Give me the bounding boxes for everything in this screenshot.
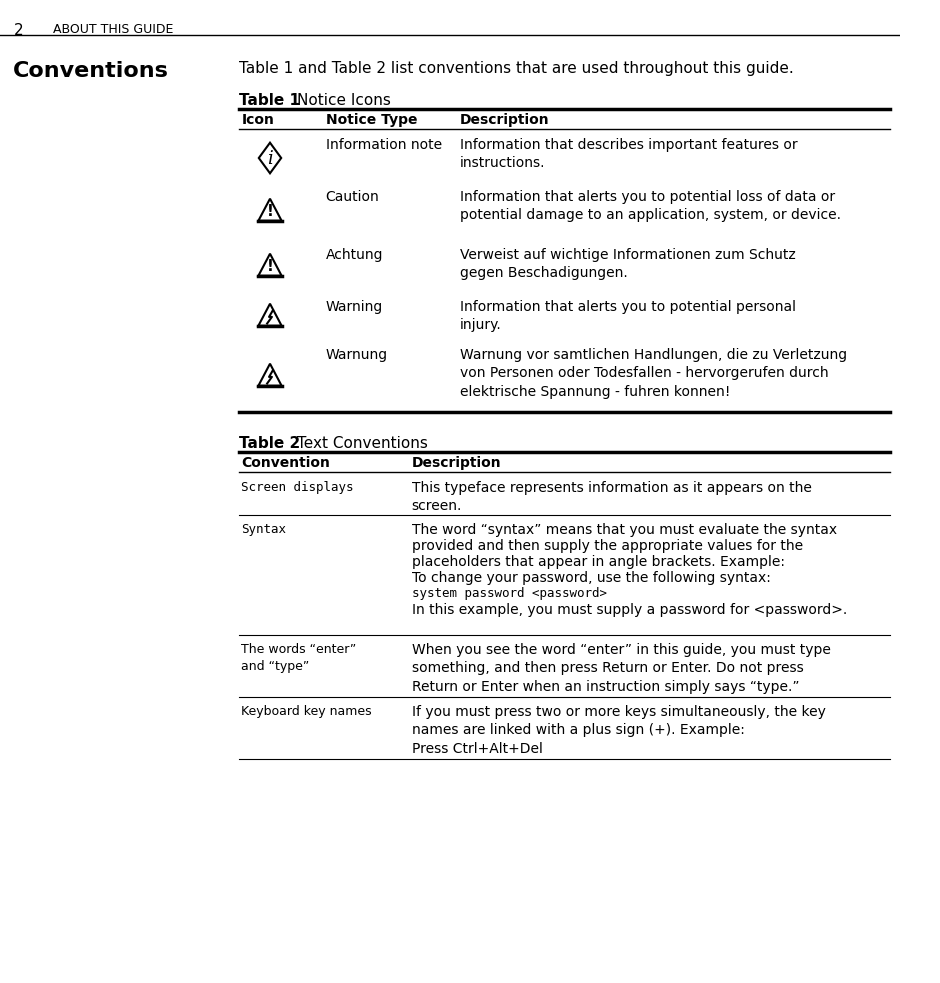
Text: Information that alerts you to potential personal
injury.: Information that alerts you to potential… (460, 300, 795, 332)
Text: Warning: Warning (325, 300, 383, 314)
Text: Information that alerts you to potential loss of data or
potential damage to an : Information that alerts you to potential… (460, 190, 840, 222)
Text: Table 1 and Table 2 list conventions that are used throughout this guide.: Table 1 and Table 2 list conventions tha… (240, 61, 794, 76)
Text: Notice Icons: Notice Icons (297, 93, 391, 108)
Text: The word “syntax” means that you must evaluate the syntax: The word “syntax” means that you must ev… (412, 523, 837, 537)
Text: This typeface represents information as it appears on the
screen.: This typeface represents information as … (412, 481, 811, 513)
Text: To change your password, use the following syntax:: To change your password, use the followi… (412, 571, 771, 585)
Text: system password <password>: system password <password> (412, 587, 606, 600)
Text: Caution: Caution (325, 190, 379, 204)
Text: The words “enter”
and “type”: The words “enter” and “type” (242, 643, 356, 673)
Text: If you must press two or more keys simultaneously, the key
names are linked with: If you must press two or more keys simul… (412, 705, 825, 756)
Text: Icon: Icon (242, 113, 274, 127)
Text: Keyboard key names: Keyboard key names (242, 705, 372, 718)
Text: Description: Description (412, 456, 501, 470)
Text: Conventions: Conventions (12, 61, 168, 81)
Text: Screen displays: Screen displays (242, 481, 353, 494)
Text: Warnung vor samtlichen Handlungen, die zu Verletzung
von Personen oder Todesfall: Warnung vor samtlichen Handlungen, die z… (460, 348, 847, 399)
Text: When you see the word “enter” in this guide, you must type
something, and then p: When you see the word “enter” in this gu… (412, 643, 831, 694)
Text: Information that describes important features or
instructions.: Information that describes important fea… (460, 138, 797, 170)
Text: Information note: Information note (325, 138, 442, 152)
Text: Table 2: Table 2 (240, 436, 301, 451)
Text: Achtung: Achtung (325, 248, 383, 262)
Text: Convention: Convention (242, 456, 330, 470)
Text: Text Conventions: Text Conventions (297, 436, 428, 451)
Text: 2: 2 (14, 23, 24, 38)
Text: placeholders that appear in angle brackets. Example:: placeholders that appear in angle bracke… (412, 555, 785, 569)
Text: Description: Description (460, 113, 549, 127)
Text: ABOUT THIS GUIDE: ABOUT THIS GUIDE (53, 23, 173, 36)
Text: In this example, you must supply a password for <password>.: In this example, you must supply a passw… (412, 603, 847, 617)
Text: provided and then supply the appropriate values for the: provided and then supply the appropriate… (412, 539, 803, 553)
Text: Notice Type: Notice Type (325, 113, 417, 127)
Text: Verweist auf wichtige Informationen zum Schutz
gegen Beschadigungen.: Verweist auf wichtige Informationen zum … (460, 248, 795, 280)
Text: !: ! (267, 204, 274, 219)
Text: Syntax: Syntax (242, 523, 287, 536)
Text: i: i (267, 149, 273, 168)
Text: Warnung: Warnung (325, 348, 387, 362)
Text: Table 1: Table 1 (240, 93, 301, 108)
Text: !: ! (267, 260, 274, 274)
